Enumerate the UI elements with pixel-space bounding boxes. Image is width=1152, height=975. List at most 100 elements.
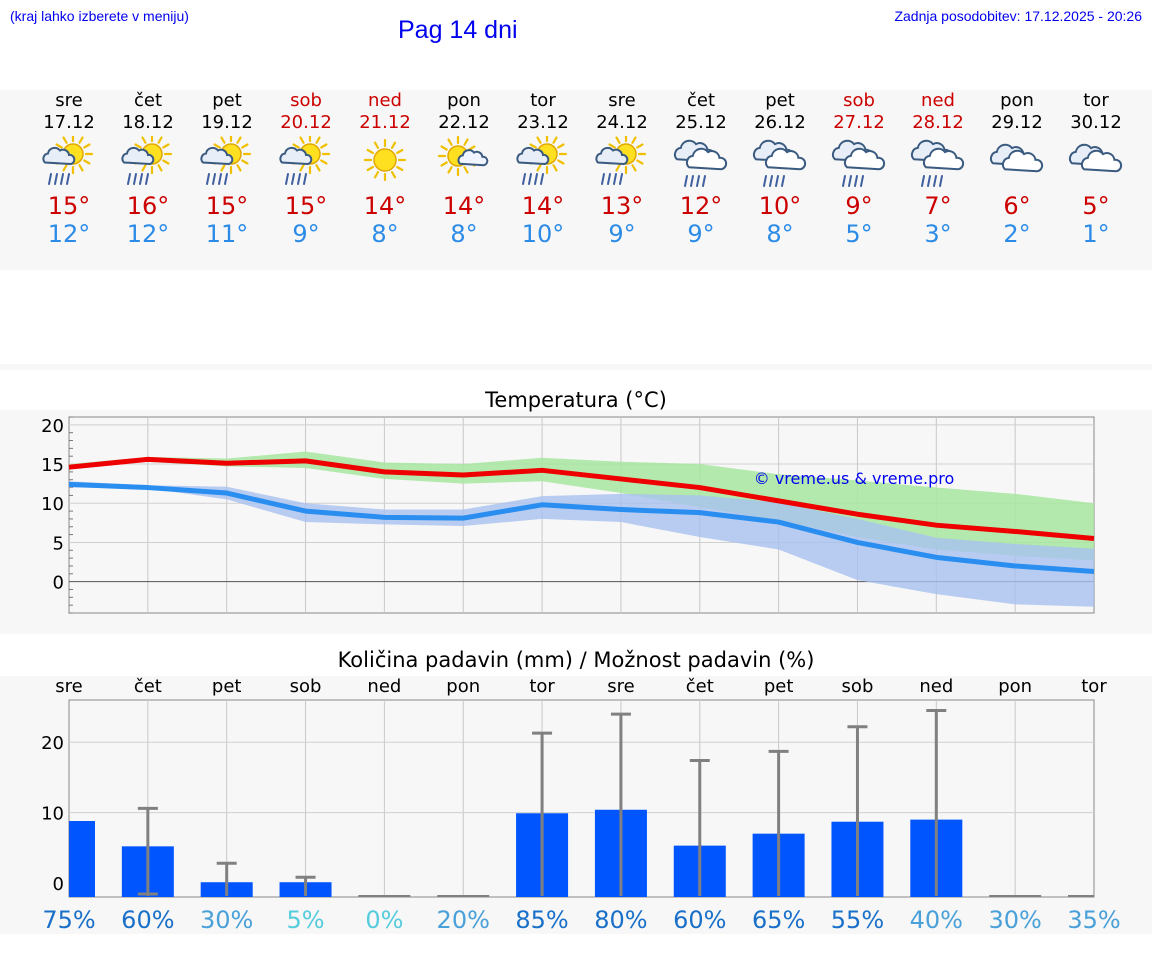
precipitation-probability: 30% bbox=[988, 906, 1041, 934]
sun-icon bbox=[363, 138, 407, 182]
day-date: 25.12 bbox=[675, 112, 727, 133]
day-name: tor bbox=[530, 90, 556, 111]
min-temperature: 3° bbox=[924, 220, 952, 248]
min-temperature: 2° bbox=[1003, 220, 1031, 248]
day-date: 18.12 bbox=[122, 112, 174, 133]
forecast-day: tor 30.12 5° 1° bbox=[1056, 90, 1136, 248]
precipitation-probability: 80% bbox=[594, 906, 647, 934]
x-category-label: sre bbox=[607, 676, 634, 697]
forecast-day: sob 27.12 9° 5° bbox=[819, 90, 899, 248]
forecast-day: pet 19.12 15° 11° bbox=[187, 90, 267, 248]
max-temperature: 6° bbox=[1003, 192, 1031, 220]
day-date: 22.12 bbox=[438, 112, 490, 133]
day-name: pon bbox=[1000, 90, 1034, 111]
forecast-day: tor 23.12 14° 10° bbox=[503, 90, 583, 248]
min-temperature: 8° bbox=[766, 220, 794, 248]
forecast-day: pet 26.12 10° 8° bbox=[740, 90, 820, 248]
forecast-day: čet 25.12 12° 9° bbox=[661, 90, 741, 248]
max-temperature: 14° bbox=[442, 192, 486, 220]
precipitation-probability: 0% bbox=[365, 906, 403, 934]
max-temperature: 12° bbox=[679, 192, 723, 220]
min-temperature-line bbox=[68, 481, 1095, 574]
location-hint: (kraj lahko izberete v meniju) bbox=[10, 8, 189, 24]
day-date: 21.12 bbox=[359, 112, 411, 133]
cloud-rain-icon bbox=[911, 139, 965, 187]
day-date: 19.12 bbox=[201, 112, 253, 133]
min-temperature: 1° bbox=[1082, 220, 1110, 248]
min-temperature: 12° bbox=[47, 220, 91, 248]
min-temperature: 9° bbox=[608, 220, 636, 248]
day-name: ned bbox=[921, 90, 955, 111]
x-category-label: sob bbox=[842, 676, 874, 697]
page-title: Pag 14 dni bbox=[398, 16, 518, 44]
y-tick-label: 10 bbox=[41, 804, 64, 825]
forecast-day: ned 28.12 7° 3° bbox=[898, 90, 978, 248]
day-date: 17.12 bbox=[43, 112, 95, 133]
day-name: pet bbox=[212, 90, 242, 111]
y-tick-label: 20 bbox=[41, 416, 64, 437]
max-temperature: 7° bbox=[924, 192, 952, 220]
precipitation-bar bbox=[437, 895, 490, 897]
forecast-day: čet 18.12 16° 12° bbox=[108, 90, 188, 248]
x-category-label: sob bbox=[290, 676, 322, 697]
precipitation-bar bbox=[358, 895, 411, 897]
day-date: 23.12 bbox=[517, 112, 569, 133]
min-temperature: 12° bbox=[126, 220, 170, 248]
sun-cloud-rain-icon bbox=[42, 136, 94, 185]
cloud-icon bbox=[1069, 143, 1123, 173]
precipitation-probability: 75% bbox=[42, 906, 95, 934]
divider bbox=[0, 364, 1152, 370]
precipitation-chart: 0 10 20 sre čet pet sob ned pon tor sre čet pet sob ne… bbox=[41, 676, 1121, 934]
x-category-label: čet bbox=[134, 676, 162, 697]
sun-small-cloud-icon bbox=[437, 136, 489, 177]
day-date: 28.12 bbox=[912, 112, 964, 133]
max-temperature: 5° bbox=[1082, 192, 1110, 220]
min-temperature: 10° bbox=[521, 220, 565, 248]
cloud-rain-icon bbox=[832, 139, 886, 187]
x-category-label: pon bbox=[998, 676, 1032, 697]
precipitation-bar bbox=[69, 821, 95, 897]
x-category-label: ned bbox=[919, 676, 953, 697]
x-category-label: tor bbox=[1081, 676, 1107, 697]
min-temperature: 11° bbox=[205, 220, 249, 248]
min-temperature: 8° bbox=[450, 220, 478, 248]
watermark: © vreme.us & vreme.pro bbox=[754, 469, 955, 488]
y-tick-label: 15 bbox=[41, 455, 64, 476]
forecast-day: sob 20.12 15° 9° bbox=[266, 90, 346, 248]
precipitation-probability: 60% bbox=[673, 906, 726, 934]
last-updated: Zadnja posodobitev: 17.12.2025 - 20:26 bbox=[894, 8, 1142, 24]
forecast-day: ned 21.12 14° 8° bbox=[345, 90, 425, 248]
cloud-icon bbox=[990, 143, 1044, 173]
precipitation-probability: 40% bbox=[910, 906, 963, 934]
x-category-label: pet bbox=[764, 676, 794, 697]
min-temperature: 9° bbox=[292, 220, 320, 248]
y-tick-label: 20 bbox=[41, 733, 64, 754]
sun-cloud-rain-icon bbox=[200, 136, 252, 185]
day-name: sre bbox=[608, 90, 636, 111]
x-category-label: sre bbox=[55, 676, 82, 697]
precipitation-probability: 85% bbox=[515, 906, 568, 934]
temperature-chart: 0 5 10 15 20 © vreme.us & vreme.pro bbox=[41, 416, 1095, 614]
precipitation-probability: 5% bbox=[286, 906, 324, 934]
cloud-rain-icon bbox=[753, 139, 807, 187]
precipitation-bar bbox=[989, 895, 1042, 897]
temperature-chart-title: Temperatura (°C) bbox=[485, 388, 667, 412]
max-temperature: 9° bbox=[845, 192, 873, 220]
cloud-rain-icon bbox=[674, 139, 728, 187]
x-category-label: pet bbox=[212, 676, 242, 697]
y-tick-label: 5 bbox=[53, 533, 64, 554]
day-name: čet bbox=[686, 90, 716, 111]
max-temperature: 16° bbox=[126, 192, 170, 220]
precipitation-probability: 20% bbox=[437, 906, 490, 934]
sun-cloud-rain-icon bbox=[516, 136, 568, 185]
precipitation-probability: 65% bbox=[752, 906, 805, 934]
day-date: 26.12 bbox=[754, 112, 806, 133]
day-date: 20.12 bbox=[280, 112, 332, 133]
precipitation-chart-title: Količina padavin (mm) / Možnost padavin … bbox=[337, 648, 815, 672]
forecast-panel: sre 17.12 15° 12° čet 18.12 16° 12° pet 19.12 15° 1… bbox=[0, 90, 1152, 270]
sun-cloud-rain-icon bbox=[121, 136, 173, 185]
day-name: čet bbox=[133, 90, 163, 111]
max-temperature: 13° bbox=[600, 192, 644, 220]
day-name: pet bbox=[765, 90, 795, 111]
max-temperature: 15° bbox=[47, 192, 91, 220]
